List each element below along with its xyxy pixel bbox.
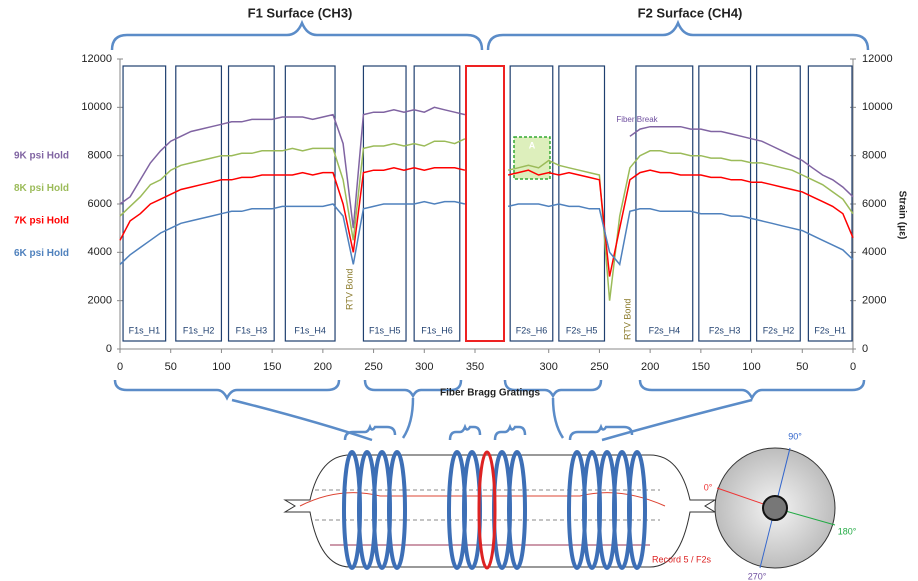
x-tick-label: 100 xyxy=(212,361,230,373)
y-tick-label: 10000 xyxy=(862,101,893,113)
annotation: RTV Bond xyxy=(622,299,632,340)
vessel xyxy=(283,450,717,570)
series-line xyxy=(507,169,854,277)
grating-label: F2s_H2 xyxy=(763,325,795,335)
grating-label: F1s_H6 xyxy=(421,325,453,335)
y-tick-label: 6000 xyxy=(862,198,886,210)
series-line xyxy=(507,150,854,301)
annotation: Fiber Break xyxy=(616,115,658,124)
x-tick-label: 200 xyxy=(314,361,332,373)
grating-box xyxy=(698,65,752,342)
y-tick-label: 4000 xyxy=(88,246,112,258)
grating-label: F2s_H3 xyxy=(709,325,741,335)
angle-label: 90° xyxy=(788,431,802,441)
annotation: A xyxy=(529,140,536,150)
x-tick-label: 350 xyxy=(466,361,484,373)
grating-box xyxy=(284,65,336,342)
record-label: Record 5 / F2s xyxy=(652,554,712,564)
y-tick-label: 6000 xyxy=(88,198,112,210)
grating-label: F1s_H1 xyxy=(129,325,161,335)
y-tick-label: 2000 xyxy=(862,295,886,307)
x-tick-label: 150 xyxy=(263,361,281,373)
legend-label: 7K psi Hold xyxy=(14,216,69,227)
series-line xyxy=(507,203,854,267)
x-tick-label: 100 xyxy=(742,361,760,373)
series-line xyxy=(629,125,854,198)
braces xyxy=(110,19,870,442)
y-tick-label: 8000 xyxy=(88,150,112,162)
x-tick-label: 300 xyxy=(415,361,433,373)
y-tick-label: 4000 xyxy=(862,246,886,258)
y-tick-label: 12000 xyxy=(81,53,112,65)
y-tick-label: 0 xyxy=(862,343,868,355)
cross-section xyxy=(714,447,836,569)
grating-label: F1s_H2 xyxy=(183,325,215,335)
grating-box xyxy=(807,65,853,342)
grating-box xyxy=(756,65,801,342)
y-tick-label: 0 xyxy=(106,343,112,355)
annotation: RTV Bond xyxy=(344,269,354,310)
grating-label: F1s_H3 xyxy=(236,325,268,335)
y-tick-label: 8000 xyxy=(862,150,886,162)
chart-title: F1 Surface (CH3) xyxy=(248,5,353,20)
x-axis-label: Fiber Bragg Gratings xyxy=(440,388,540,399)
x-tick-label: 0 xyxy=(850,361,856,373)
x-tick-label: 200 xyxy=(641,361,659,373)
grating-label: F2s_H1 xyxy=(814,325,846,335)
x-tick-label: 300 xyxy=(540,361,558,373)
grating-label: F2s_H4 xyxy=(649,325,681,335)
x-tick-label: 50 xyxy=(165,361,177,373)
legend-label: 9K psi Hold xyxy=(14,151,69,162)
grating-label: F2s_H5 xyxy=(566,325,598,335)
series-line xyxy=(119,167,466,253)
series-line xyxy=(119,106,466,229)
x-tick-label: 150 xyxy=(692,361,710,373)
grating-box xyxy=(558,65,606,342)
grating-box xyxy=(122,65,167,342)
grating-box xyxy=(227,65,275,342)
y-tick-label: 12000 xyxy=(862,53,893,65)
angle-label: 180° xyxy=(838,526,857,536)
grating-label: F1s_H5 xyxy=(369,325,401,335)
grating-box xyxy=(635,65,694,342)
grating-label: F2s_H6 xyxy=(516,325,548,335)
chart-title: F2 Surface (CH4) xyxy=(638,5,743,20)
y-tick-label: 2000 xyxy=(88,295,112,307)
x-tick-label: 50 xyxy=(796,361,808,373)
y-tick-label: 10000 xyxy=(81,101,112,113)
legend-label: 8K psi Hold xyxy=(14,183,69,194)
angle-label: 0° xyxy=(704,482,713,492)
x-tick-label: 0 xyxy=(117,361,123,373)
grating-box xyxy=(175,65,223,342)
x-tick-label: 250 xyxy=(590,361,608,373)
y-axis-label: Strain (με) xyxy=(896,191,907,240)
x-tick-label: 250 xyxy=(364,361,382,373)
legend-label: 6K psi Hold xyxy=(14,248,69,259)
grating-box xyxy=(509,65,554,342)
series-line xyxy=(119,200,466,265)
grating-label: F1s_H4 xyxy=(294,325,326,335)
angle-label: 270° xyxy=(748,571,767,581)
series-line xyxy=(119,138,466,241)
gap-box xyxy=(465,65,505,342)
